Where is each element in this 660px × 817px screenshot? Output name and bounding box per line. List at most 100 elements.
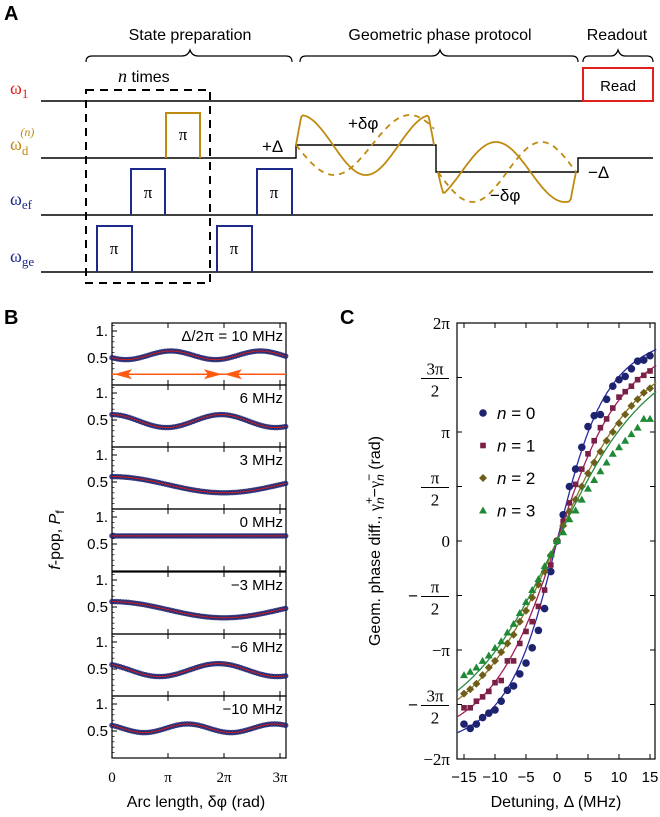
y-tick-denominator: 2 <box>431 709 440 728</box>
marker-triangle <box>639 414 648 422</box>
section-title-readout: Readout <box>587 27 648 44</box>
marker-square <box>529 618 535 625</box>
data-point <box>282 423 289 430</box>
marker-square <box>541 587 548 593</box>
series-n-3: n = 3 <box>457 391 657 691</box>
subplot-2: 0.5 1. 3 MHz <box>87 446 289 510</box>
subplot-frame <box>111 508 287 572</box>
y-tick-label: 0.5 <box>87 350 108 367</box>
readout-pulse-box <box>582 67 654 102</box>
y-tick-label: 1. <box>95 447 108 464</box>
marker-triangle <box>497 637 506 645</box>
panel-label-a: A <box>4 3 18 25</box>
detuning-label: 3 MHz <box>240 452 283 469</box>
marker-square <box>517 640 523 647</box>
marker-square <box>560 518 566 525</box>
marker-triangle <box>633 423 642 431</box>
x-tick-label: 10 <box>611 769 628 786</box>
y-tick-numerator: 3π <box>426 687 444 706</box>
marker-circle <box>509 682 518 690</box>
subplot-4: 0.5 1. −3 MHz <box>87 571 289 635</box>
pulse-omega-d <box>165 112 201 158</box>
marker-square <box>498 677 504 684</box>
panel-c-y-axis-label: Geom. phase diff., γ+n−γ−n (rad) <box>362 436 387 646</box>
x-tick-label: π <box>164 770 172 786</box>
panel-b-population-plots: B Arc length, δφ (rad) f-pop, Pf 0.5 1. Δ/… <box>4 307 289 811</box>
y-tick-label: 0.5 <box>87 474 108 491</box>
marker-circle <box>497 697 506 706</box>
series-n-0: n = 0 <box>457 348 657 734</box>
plus-delta-label: +Δ <box>262 137 283 156</box>
marker-diamond <box>509 630 518 639</box>
y-tick-label: 0.5 <box>87 661 108 678</box>
marker-triangle <box>559 528 568 536</box>
y-tick-label: 0 <box>442 532 451 551</box>
marker-triangle <box>528 586 537 594</box>
fit-curve <box>112 414 286 429</box>
marker-circle <box>472 720 481 728</box>
drive-wave-minus-solid <box>437 141 577 203</box>
marker-circle <box>633 357 642 365</box>
detuning-label: −10 MHz <box>223 701 283 718</box>
detuning-label: −6 MHz <box>231 639 283 656</box>
marker-square <box>548 562 554 568</box>
marker-diamond <box>602 436 611 445</box>
marker-square <box>634 376 641 383</box>
marker-square <box>566 500 573 506</box>
pulse-label-pi: π <box>144 183 153 202</box>
marker-square <box>467 704 473 711</box>
marker-circle <box>621 372 629 381</box>
repeat-label: n times <box>118 66 170 86</box>
marker-triangle <box>590 475 599 483</box>
marker-triangle <box>491 643 499 651</box>
marker-triangle <box>565 515 574 523</box>
subplot-1: 0.5 1. 6 MHz <box>87 384 289 448</box>
marker-diamond <box>466 685 475 694</box>
detuning-label: 6 MHz <box>240 390 283 407</box>
marker-square <box>480 442 486 449</box>
y-tick-label: 1. <box>95 509 108 526</box>
marker-circle <box>646 351 654 360</box>
marker-square <box>597 424 604 431</box>
marker-diamond <box>639 388 648 397</box>
y-tick-label: 1. <box>95 696 108 713</box>
channel-label-omega-1: ω1 <box>10 78 28 101</box>
fit-curve <box>111 663 286 678</box>
pulse-label-pi: π <box>110 239 119 258</box>
marker-square <box>591 437 597 444</box>
marker-square <box>585 451 591 457</box>
section-braces <box>85 48 654 63</box>
marker-diamond <box>646 384 654 393</box>
drive-wave-minus-dashed <box>437 141 577 203</box>
channel-label-omega-d: ωd(n) <box>10 125 34 158</box>
marker-circle <box>522 659 530 667</box>
x-tick-label: −10 <box>482 769 507 786</box>
panel-label-c: C <box>340 307 354 329</box>
x-tick-label: −5 <box>517 769 534 786</box>
y-tick-numerator: π <box>431 469 440 488</box>
minus-delta-label: −Δ <box>588 163 609 182</box>
y-tick-numerator: 3π <box>426 360 444 379</box>
plus-dphi-label: +δφ <box>348 114 378 133</box>
marker-circle <box>565 482 574 491</box>
marker-square <box>492 679 498 686</box>
y-tick-label: 1. <box>95 572 108 589</box>
x-tick-label: −15 <box>451 769 476 786</box>
drive-wave-plus-solid <box>295 114 435 176</box>
marker-triangle <box>596 467 605 475</box>
y-tick-label: −2π <box>423 750 450 769</box>
marker-diamond <box>491 656 499 665</box>
marker-square <box>535 603 542 610</box>
y-tick-label: 0.5 <box>87 412 108 429</box>
marker-diamond <box>478 671 487 680</box>
marker-triangle <box>479 506 487 514</box>
pulse-omega-ef-1 <box>130 168 166 215</box>
marker-circle <box>596 410 605 419</box>
panel-label-b: B <box>4 307 18 329</box>
panel-c-geometric-phase-plot: C Detuning, Δ (MHz) Geom. phase diff., γ… <box>340 307 658 811</box>
marker-diamond <box>497 648 506 657</box>
y-tick-sign: − <box>408 696 418 715</box>
marker-circle <box>479 409 487 417</box>
pulse-label-pi: π <box>270 183 279 202</box>
marker-circle <box>460 720 468 728</box>
